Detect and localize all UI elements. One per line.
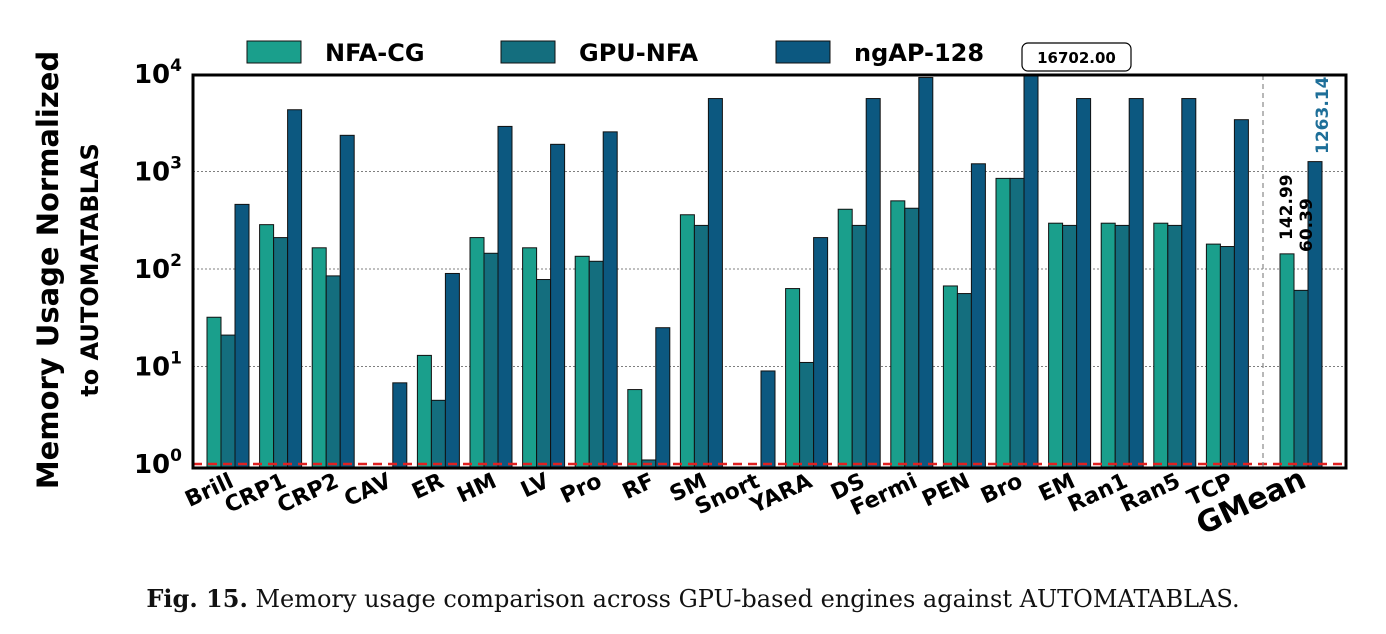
legend-label: NFA-CG	[325, 39, 425, 67]
bar	[536, 279, 552, 469]
bar	[904, 207, 920, 469]
bar	[339, 134, 355, 469]
bar	[970, 163, 986, 469]
bar	[469, 237, 485, 469]
legend-swatch	[775, 40, 831, 64]
bar	[851, 224, 867, 469]
bar	[1009, 177, 1025, 469]
bar	[1219, 246, 1235, 469]
bar	[416, 354, 432, 469]
bar	[1153, 222, 1169, 469]
bar	[392, 382, 408, 469]
y-tick-label: 102	[134, 251, 182, 285]
figure-caption: Fig. 15. Memory usage comparison across …	[0, 584, 1386, 613]
bar	[1233, 119, 1249, 469]
x-tick-label: Bro	[977, 469, 1026, 510]
bar	[206, 316, 222, 469]
gmean-value-label: 142.99	[1277, 174, 1297, 240]
bar	[444, 272, 460, 469]
bar	[1167, 224, 1183, 469]
bar	[287, 109, 303, 469]
bar	[655, 327, 671, 469]
bar	[497, 125, 513, 469]
bar	[1181, 98, 1197, 469]
bar	[259, 224, 275, 469]
bar	[813, 237, 829, 469]
bar	[1023, 74, 1039, 469]
y-tick-label: 103	[134, 154, 182, 188]
bar	[890, 200, 906, 469]
bar	[1114, 224, 1130, 469]
bar	[707, 98, 723, 469]
legend-label: GPU-NFA	[579, 39, 698, 67]
bar	[220, 334, 236, 469]
bar	[311, 247, 327, 469]
legend-swatch	[246, 40, 302, 64]
bar	[602, 131, 618, 469]
bar	[483, 252, 499, 469]
legend-swatch	[500, 40, 556, 64]
x-tick-label: RF	[619, 469, 659, 505]
bar	[1205, 243, 1221, 469]
x-tick-label: CAV	[341, 469, 396, 512]
bar	[693, 224, 709, 469]
bar	[1100, 222, 1116, 469]
x-tick-label: Ran5	[1117, 469, 1184, 518]
bar	[785, 288, 801, 469]
bar	[273, 237, 289, 469]
bar	[1128, 98, 1144, 469]
gmean-value-label: 60.39	[1297, 198, 1317, 252]
gmean-value-label: 1263.14	[1313, 76, 1333, 154]
bar	[574, 255, 590, 469]
bar	[550, 143, 566, 469]
y-tick-label: 104	[134, 56, 182, 90]
y-axis-label-line2: to AUTOMATABLAS	[76, 143, 104, 397]
bar	[942, 285, 958, 469]
bar	[1293, 289, 1309, 469]
plot-frame	[191, 73, 1348, 470]
bar	[995, 177, 1011, 469]
bar	[627, 389, 643, 469]
x-tick-label: CRP2	[274, 469, 343, 519]
y-tick-label: 101	[134, 349, 182, 383]
bar	[918, 77, 934, 469]
bar	[956, 293, 972, 469]
x-tick-label: Pro	[557, 469, 606, 509]
x-tick-label: GMean	[1191, 462, 1311, 543]
bar	[522, 247, 538, 469]
bar	[865, 98, 881, 469]
x-tick-label: ER	[408, 469, 448, 505]
bar	[588, 260, 604, 469]
y-tick-label: 100	[134, 446, 182, 480]
bar	[1279, 253, 1295, 469]
caption-prefix: Fig. 15.	[146, 584, 248, 613]
bar	[799, 361, 815, 469]
overflow-annotation: 16702.00	[1037, 49, 1116, 67]
x-tick-label: LV	[517, 469, 553, 503]
bar	[1076, 98, 1092, 469]
overflow-annotation-box	[1021, 42, 1132, 72]
bar	[430, 399, 446, 469]
bar	[1062, 224, 1078, 469]
bar	[325, 275, 341, 469]
x-tick-label: HM	[453, 469, 500, 509]
bar	[837, 208, 853, 469]
y-axis-label-line1: Memory Usage Normalized	[31, 51, 65, 489]
bar	[1048, 222, 1064, 469]
bar	[679, 214, 695, 469]
x-tick-label: PEN	[918, 469, 973, 513]
caption-text: Memory usage comparison across GPU-based…	[255, 585, 1240, 613]
bar	[234, 203, 250, 469]
bar	[760, 370, 776, 469]
legend-label: ngAP-128	[854, 39, 984, 67]
